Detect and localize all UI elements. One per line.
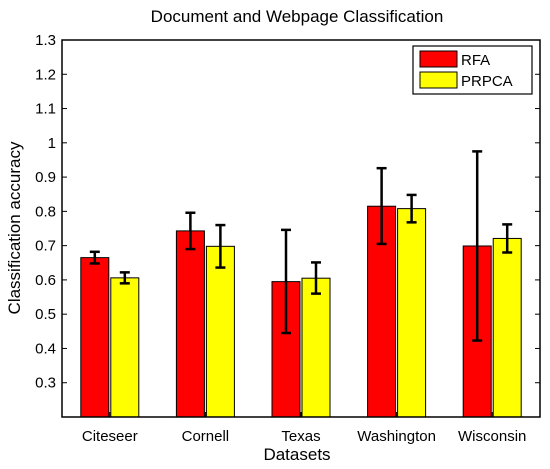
y-tick-label: 1.2 xyxy=(35,66,56,83)
x-tick-label: Citeseer xyxy=(82,428,138,445)
x-tick-label: Cornell xyxy=(182,428,230,445)
y-tick-label: 0.7 xyxy=(35,238,56,255)
y-tick-label: 1 xyxy=(48,135,56,152)
legend-label-prpca: PRPCA xyxy=(461,73,513,90)
y-tick-label: 0.6 xyxy=(35,272,56,289)
plot-area xyxy=(80,150,522,418)
y-tick-label: 0.3 xyxy=(35,375,56,392)
bar-prpca-texas xyxy=(301,277,331,418)
bar-prpca-citeseer xyxy=(110,277,140,418)
x-tick-label: Wisconsin xyxy=(458,428,526,445)
y-axis: 0.3 0.4 0.5 0.6 0.7 0.8 0.9 1 1.1 1.2 1.3 xyxy=(35,32,540,392)
legend-swatch-prpca xyxy=(419,71,458,89)
bar-rfa-cornell xyxy=(175,230,205,418)
y-tick-label: 1.1 xyxy=(35,101,56,118)
y-tick-label: 0.5 xyxy=(35,306,56,323)
bar-prpca-washington xyxy=(397,208,427,418)
legend-label-rfa: RFA xyxy=(461,52,490,69)
chart-title: Document and Webpage Classification xyxy=(151,7,444,26)
bar-prpca-wisconsin xyxy=(492,237,522,418)
bar-rfa-citeseer xyxy=(80,257,110,418)
y-tick-label: 0.4 xyxy=(35,340,56,357)
x-axis: Citeseer Cornell Texas Washington Wisconsin xyxy=(82,412,526,445)
x-tick-label: Washington xyxy=(357,428,436,445)
y-tick-label: 0.9 xyxy=(35,169,56,186)
y-axis-label: Classification accuracy xyxy=(5,141,24,314)
y-tick-label: 0.8 xyxy=(35,203,56,220)
x-axis-label: Datasets xyxy=(263,445,330,464)
x-tick-label: Texas xyxy=(281,428,320,445)
legend: RFA PRPCA xyxy=(412,45,533,95)
bar-prpca-cornell xyxy=(205,245,235,418)
legend-swatch-rfa xyxy=(419,50,458,68)
y-tick-label: 1.3 xyxy=(35,32,56,49)
